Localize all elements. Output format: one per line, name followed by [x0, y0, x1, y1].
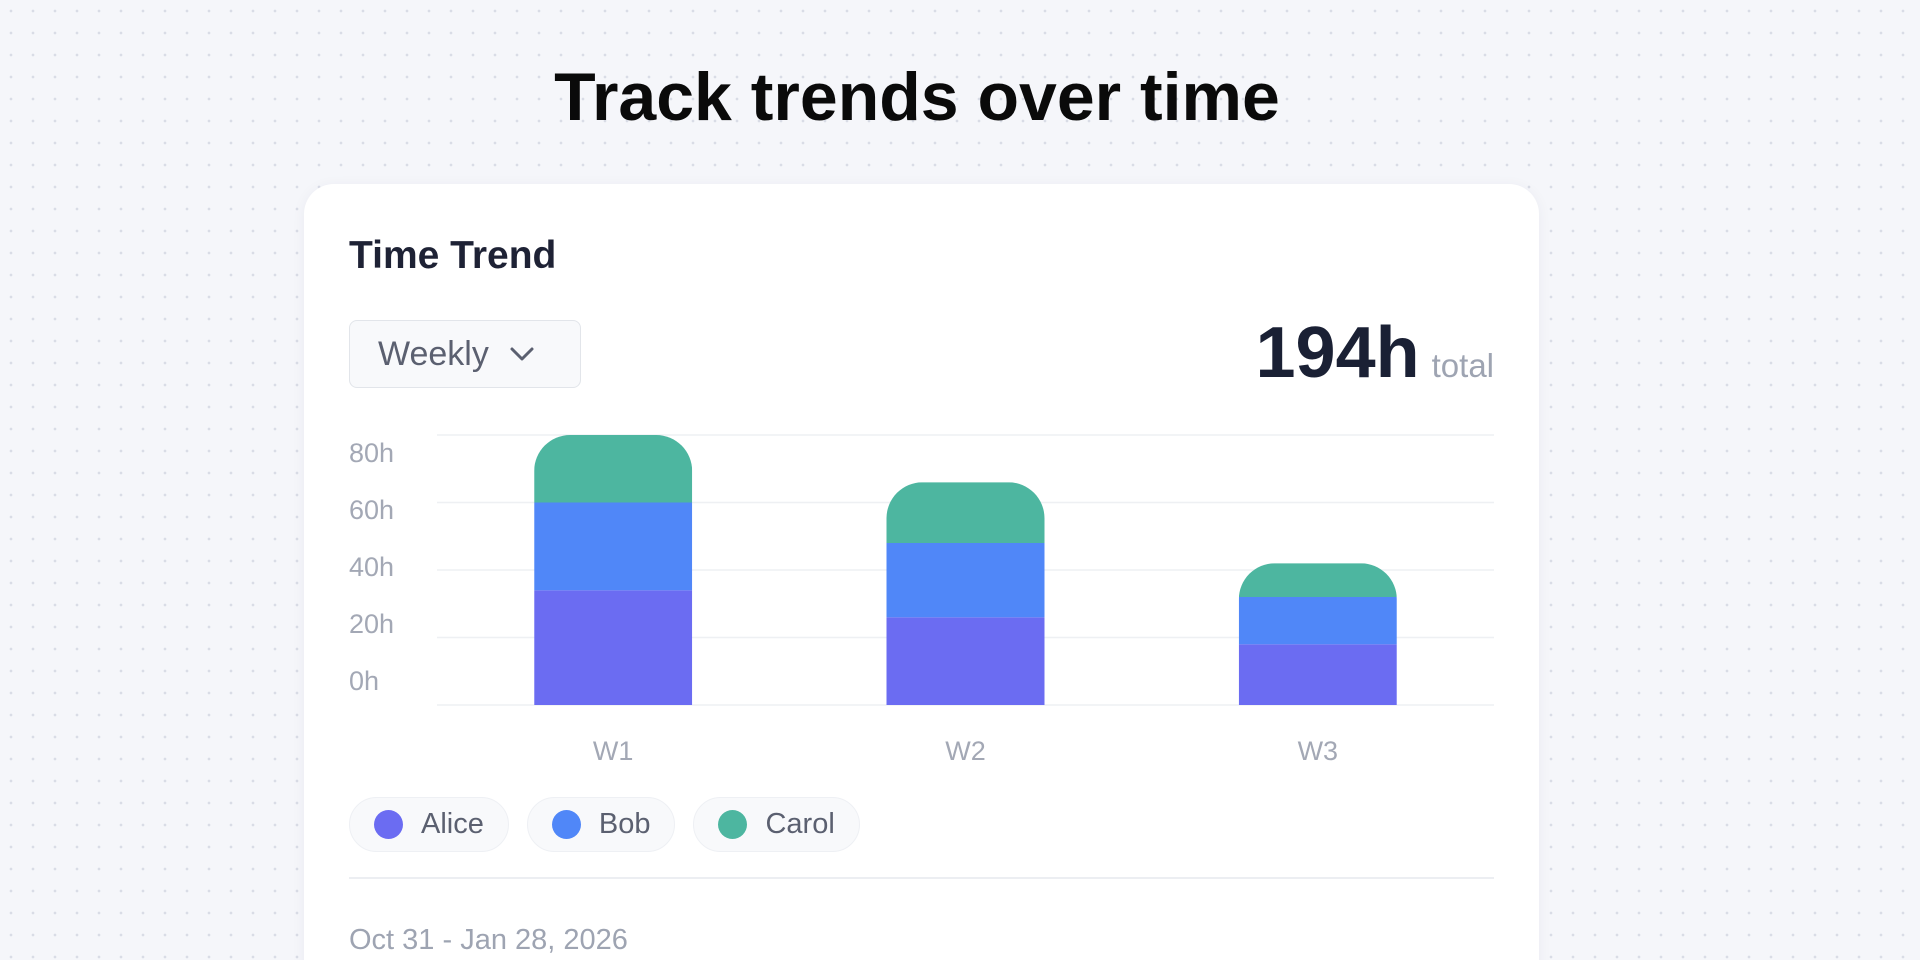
bar-segment: [1238, 644, 1397, 705]
legend-item[interactable]: Bob: [526, 797, 676, 852]
legend-label: Alice: [421, 808, 484, 840]
legend: Alice Bob Carol: [349, 797, 860, 852]
bar-segment: [886, 617, 1045, 705]
divider: [349, 877, 1494, 879]
y-tick-label: 0h: [349, 666, 379, 696]
legend-item[interactable]: Alice: [349, 797, 509, 852]
y-tick-label: 40h: [349, 552, 394, 582]
y-tick-label: 80h: [349, 438, 394, 468]
bar-segment: [886, 482, 1045, 543]
y-tick-label: 60h: [349, 495, 394, 525]
y-tick-label: 20h: [349, 609, 394, 639]
bar-segment: [534, 502, 693, 591]
period-label: Weekly: [378, 334, 489, 373]
date-range: Oct 31 - Jan 28, 2026: [349, 924, 628, 956]
legend-swatch: [374, 810, 403, 839]
legend-swatch: [551, 810, 581, 839]
bar-segment: [1238, 597, 1397, 645]
bar-segment: [886, 543, 1045, 618]
x-tick-label: W2: [945, 736, 986, 766]
total-unit: total: [1431, 347, 1494, 384]
total: 194h total: [1256, 312, 1494, 394]
bar-segment: [534, 590, 693, 705]
period-dropdown[interactable]: Weekly: [349, 320, 581, 388]
legend-swatch: [718, 810, 748, 839]
legend-label: Bob: [598, 808, 651, 840]
x-tick-label: W3: [1298, 736, 1339, 766]
total-value: 194h: [1255, 313, 1420, 393]
x-tick-label: W1: [593, 736, 634, 766]
bar-segment: [534, 435, 693, 503]
card-title: Time Trend: [349, 234, 557, 277]
chevron-icon: [510, 347, 534, 361]
legend-label: Carol: [765, 808, 835, 840]
heading: Track trends over time: [554, 59, 1280, 135]
legend-item[interactable]: Carol: [693, 797, 860, 852]
bar-segment: [1238, 563, 1397, 597]
